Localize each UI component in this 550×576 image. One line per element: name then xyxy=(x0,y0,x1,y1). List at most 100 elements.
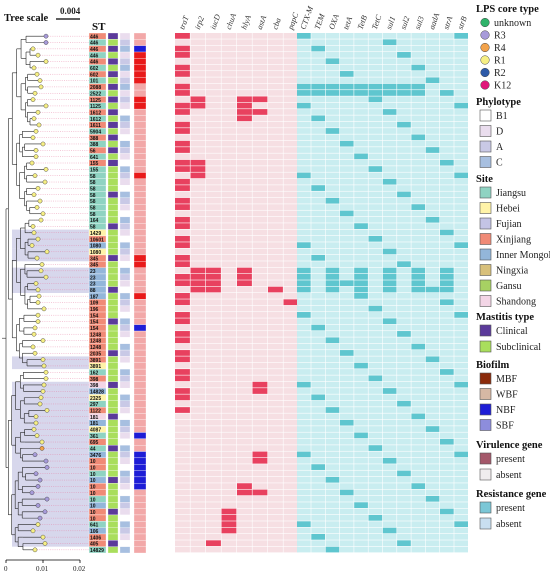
biofilm-cell xyxy=(133,261,147,268)
st-value: 10601 xyxy=(90,237,104,243)
resistance-cell xyxy=(454,337,468,344)
lps-legend-title: LPS core type xyxy=(476,4,539,15)
resistance-cell xyxy=(325,159,340,166)
resistance-cell xyxy=(325,312,340,318)
resistance-cell xyxy=(325,464,340,470)
resistance-cell xyxy=(397,514,411,521)
resistance-cell xyxy=(411,147,426,153)
virulence-cell xyxy=(268,407,283,413)
mastitis-cell xyxy=(107,45,119,53)
virulence-cell xyxy=(283,337,299,344)
resistance-cell xyxy=(440,178,454,185)
resistance-cell xyxy=(325,128,340,134)
virulence-cell xyxy=(175,293,190,299)
resistance-cell xyxy=(454,280,468,287)
resistance-cell xyxy=(297,159,311,166)
phylotype-cell xyxy=(119,32,131,40)
mastitis-cell xyxy=(107,337,119,344)
resistance-cell xyxy=(440,286,454,293)
resistance-cell xyxy=(325,254,340,261)
resistance-cell xyxy=(311,242,325,249)
resistance-cell xyxy=(425,324,440,331)
resistance-cell xyxy=(454,375,468,382)
resistance-cell xyxy=(382,223,397,229)
resistance-cell xyxy=(354,546,368,553)
virulence-cell xyxy=(175,318,190,325)
virulence-cell xyxy=(221,426,237,432)
resistance-cell xyxy=(311,39,325,46)
resistance-gene-label: OXA xyxy=(327,13,341,31)
virulence-cell xyxy=(268,229,283,236)
strain-row: 695 xyxy=(88,438,468,446)
virulence-cell xyxy=(221,71,237,77)
virulence-cell xyxy=(283,312,299,318)
resistance-cell xyxy=(339,445,354,451)
virulence-cell xyxy=(283,166,299,172)
virulence-cell xyxy=(206,502,221,509)
virulence-cell xyxy=(190,147,206,153)
resistance-cell xyxy=(411,166,426,172)
lps-tip-marker xyxy=(37,401,43,407)
st-value: 14828 xyxy=(90,389,104,395)
virulence-cell xyxy=(175,229,190,236)
st-value: 2325 xyxy=(90,396,101,402)
resistance-cell xyxy=(297,185,311,191)
virulence-cell xyxy=(206,438,221,445)
lps-tip-marker xyxy=(37,515,43,521)
virulence-cell xyxy=(221,147,237,153)
resistance-cell xyxy=(425,476,440,483)
virulence-cell xyxy=(283,235,299,242)
resistance-cell xyxy=(382,495,397,502)
resistance-cell xyxy=(354,242,368,249)
virulence-cell xyxy=(268,457,283,464)
resistance-cell xyxy=(339,350,354,356)
mastitis-legend-label: Subclinical xyxy=(496,342,541,353)
virulence-cell xyxy=(175,166,190,172)
resistance-cell xyxy=(397,45,411,52)
virulence-cell xyxy=(268,546,283,553)
resistance-cell xyxy=(311,324,325,331)
resistance-cell xyxy=(454,83,468,90)
virulence-cell xyxy=(252,540,268,547)
st-value: 446 xyxy=(90,47,99,53)
resistance-cell xyxy=(368,413,383,420)
virulence-cell xyxy=(206,216,221,223)
resistance-cell xyxy=(368,312,383,318)
virulence-cell xyxy=(252,242,268,249)
virulence-cell xyxy=(190,71,206,77)
phylotype-cell xyxy=(119,204,131,211)
resistance-cell xyxy=(411,52,426,58)
resistance-cell xyxy=(425,166,440,172)
resistance-cell xyxy=(339,495,354,502)
virulence-legend-swatch xyxy=(479,468,492,481)
biofilm-cell xyxy=(133,343,147,351)
phylotype-cell xyxy=(119,438,131,446)
virulence-cell xyxy=(206,343,221,350)
st-value: 154 xyxy=(90,313,99,319)
virulence-cell xyxy=(283,52,299,58)
st-value: 58 xyxy=(90,199,96,205)
virulence-cell xyxy=(206,96,221,103)
virulence-cell xyxy=(221,419,237,426)
resistance-cell xyxy=(425,521,440,528)
virulence-cell xyxy=(206,350,221,356)
resistance-cell xyxy=(454,216,468,223)
resistance-cell xyxy=(440,210,454,217)
virulence-cell xyxy=(221,457,237,464)
virulence-cell xyxy=(221,337,237,344)
virulence-cell xyxy=(283,90,299,96)
st-value: 154 xyxy=(90,326,99,332)
resistance-cell xyxy=(354,483,368,489)
resistance-cell xyxy=(325,362,340,369)
resistance-cell xyxy=(339,521,354,528)
virulence-cell xyxy=(175,483,190,489)
biofilm-cell xyxy=(133,508,147,516)
resistance-cell xyxy=(382,413,397,420)
resistance-cell xyxy=(311,235,325,242)
mastitis-cell xyxy=(107,457,119,465)
mastitis-cell xyxy=(107,229,119,237)
virulence-cell xyxy=(252,369,268,375)
virulence-cell xyxy=(190,502,206,509)
biofilm-cell xyxy=(133,223,147,230)
lps-tip-marker xyxy=(39,446,45,451)
